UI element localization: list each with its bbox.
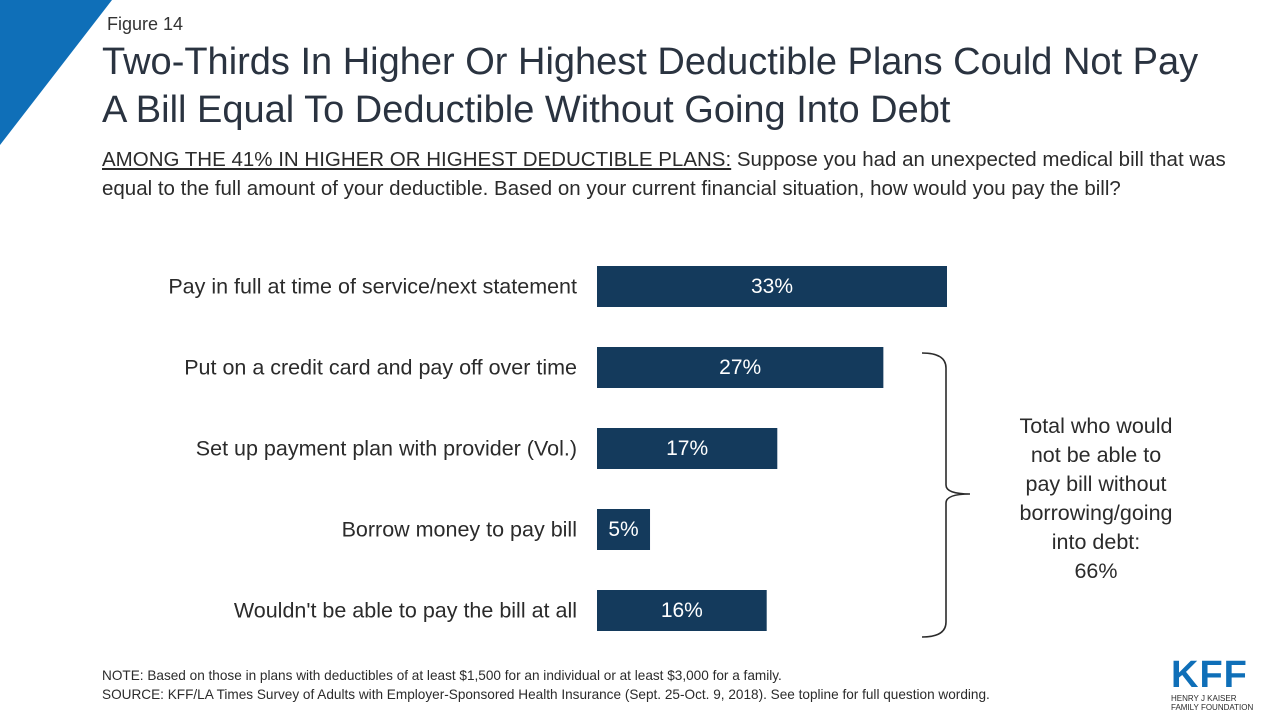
category-label: Set up payment plan with provider (Vol.) xyxy=(196,437,577,461)
logo-org-line: HENRY J KAISER xyxy=(1171,694,1237,703)
bars-group: 33% Pay in full at time of service/next s… xyxy=(168,266,947,631)
page-title: Two-Thirds In Higher Or Highest Deductib… xyxy=(102,41,1199,131)
note-text: NOTE: Based on those in plans with deduc… xyxy=(102,668,782,683)
logo-org-line: FAMILY FOUNDATION xyxy=(1171,703,1254,712)
source-text: SOURCE: KFF/LA Times Survey of Adults wi… xyxy=(102,687,990,702)
bar-value-label: 17% xyxy=(666,437,708,460)
annotation-line: into debt: xyxy=(1051,530,1141,554)
bar xyxy=(597,590,767,631)
bar xyxy=(597,347,884,388)
category-label: Borrow money to pay bill xyxy=(342,518,577,542)
question-lead: AMONG THE 41% IN HIGHER OR HIGHEST DEDUC… xyxy=(102,148,732,171)
bar xyxy=(597,509,651,550)
bar xyxy=(597,428,778,469)
bar-value-label: 33% xyxy=(751,275,793,298)
bar-value-label: 27% xyxy=(719,356,761,379)
annotation-line: Total who would xyxy=(1019,414,1173,438)
figure-label: Figure 14 xyxy=(107,14,184,34)
corner-accent-triangle xyxy=(0,0,112,145)
annotation-total-value: 66% xyxy=(1074,559,1118,583)
category-label: Wouldn't be able to pay the bill at all xyxy=(234,599,577,623)
bar xyxy=(597,266,947,307)
logo-mark: KFF xyxy=(1171,654,1248,696)
bracket-brace xyxy=(921,352,971,638)
category-label: Pay in full at time of service/next stat… xyxy=(168,275,577,299)
annotation-line: pay bill without xyxy=(1025,472,1167,496)
bar-value-label: 16% xyxy=(661,599,703,622)
question-text: AMONG THE 41% IN HIGHER OR HIGHEST DEDUC… xyxy=(102,145,1242,203)
question-body: Suppose you had an unexpected medical bi… xyxy=(102,148,1226,200)
bar-value-label: 5% xyxy=(608,518,638,541)
annotation-line: borrowing/going xyxy=(1019,501,1173,525)
category-label: Put on a credit card and pay off over ti… xyxy=(184,356,577,380)
footnote: NOTE: Based on those in plans with deduc… xyxy=(102,666,1162,704)
annotation-line: not be able to xyxy=(1030,443,1162,467)
kff-logo: KFF HENRY J KAISER FAMILY FOUNDATION xyxy=(1171,654,1263,712)
total-annotation: Total who would not be able to pay bill … xyxy=(990,412,1202,586)
